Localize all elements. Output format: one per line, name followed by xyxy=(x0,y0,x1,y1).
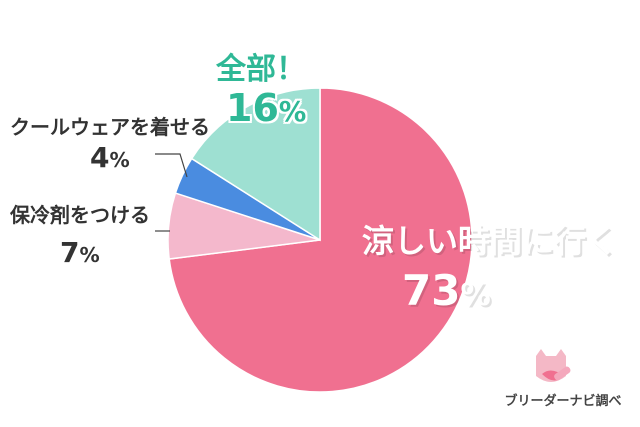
slice-value-ice-pack: 7% xyxy=(60,236,100,269)
percent-sign: % xyxy=(278,97,307,128)
leader-lines xyxy=(155,153,188,232)
percent-sign: % xyxy=(109,148,130,172)
percent-sign: % xyxy=(460,278,491,313)
slice-value-cool-time: 73% xyxy=(402,266,491,315)
slice-label-ice-pack: 保冷剤をつける xyxy=(10,203,150,227)
slice-label-cool-wear: クールウェアを着せる xyxy=(10,115,210,139)
slice-value-number: 73 xyxy=(402,266,461,315)
slice-value-all: 16% xyxy=(226,86,306,130)
watermark: ブリーダーナビ調べ xyxy=(498,348,628,418)
slice-value-number: 7 xyxy=(60,236,80,269)
slice-value-cool-wear: 4% xyxy=(90,141,130,174)
leader-line-cool-wear xyxy=(155,153,188,178)
cat-logo-icon xyxy=(536,349,571,382)
slice-value-number: 16 xyxy=(226,86,279,130)
pie-slice-all xyxy=(190,87,321,242)
slice-label-all: 全部！ xyxy=(216,52,306,87)
watermark-text: ブリーダーナビ調べ xyxy=(504,394,622,409)
slice-value-number: 4 xyxy=(90,141,110,174)
percent-sign: % xyxy=(79,243,100,267)
slice-label-cool-time: 涼しい時間に行く xyxy=(362,222,619,260)
pie-slices xyxy=(167,87,473,393)
